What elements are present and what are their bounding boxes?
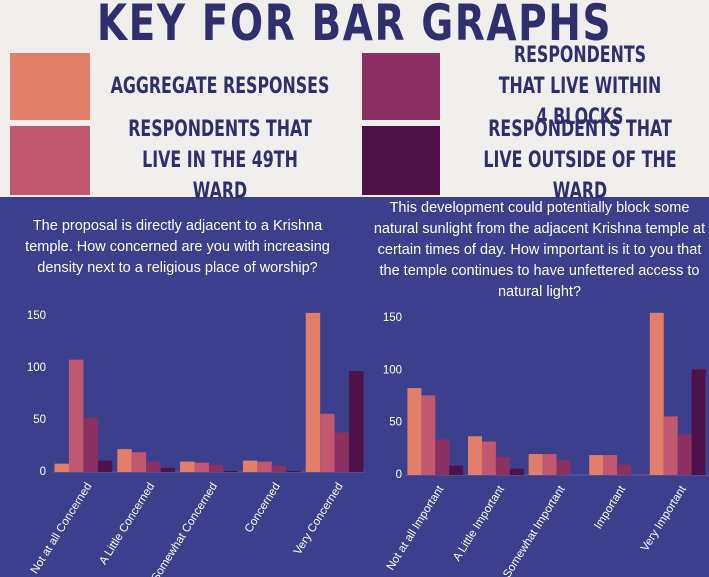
x-tick-label: Somewhat Concerned (150, 481, 220, 577)
chart-title: This development could potentially block… (373, 200, 706, 300)
x-tick-label: A Little Important (451, 483, 507, 563)
bar (320, 413, 335, 472)
bar (334, 432, 350, 472)
key-swatch (10, 126, 90, 195)
bar (663, 416, 678, 475)
bar (209, 464, 224, 472)
x-tick-label: Somewhat Important (501, 483, 568, 577)
bar (435, 439, 450, 475)
bar (449, 465, 464, 475)
bar (68, 359, 84, 472)
bar (117, 449, 132, 472)
bar (677, 434, 692, 475)
bar (691, 369, 706, 475)
bar (242, 460, 258, 472)
bar (528, 454, 543, 475)
x-tick-label: Not at all Concerned (29, 481, 95, 576)
y-tick-label: 150 (383, 312, 402, 324)
bar (271, 465, 287, 472)
x-tick-label: Very Important (639, 483, 689, 553)
bar (481, 441, 496, 475)
bar (589, 455, 604, 475)
bar (617, 464, 632, 475)
x-tick-label: Concerned (243, 481, 283, 535)
bar (194, 462, 209, 472)
x-tick-label: Important (592, 483, 628, 531)
bar (509, 468, 524, 475)
bar (495, 457, 510, 475)
bar (180, 461, 195, 472)
bar (257, 461, 272, 472)
bar (223, 470, 238, 472)
bar (286, 470, 301, 472)
bar (83, 417, 98, 472)
bar (542, 454, 557, 475)
x-tick-label: Very Concerned (292, 481, 346, 557)
bar (603, 455, 618, 475)
key-title: KEY FOR BAR GRAPHS (96, 0, 613, 52)
bar (160, 467, 176, 472)
bar (421, 395, 436, 475)
key-label: AGGREGATE RESPONSES (110, 74, 330, 99)
y-tick-label: 50 (33, 414, 46, 426)
key-swatch (362, 53, 440, 120)
bar (468, 436, 482, 475)
x-tick-label: Not at all Important (385, 483, 447, 572)
bar (407, 388, 422, 475)
y-tick-label: 150 (27, 310, 46, 322)
bar (649, 312, 664, 475)
key-swatch (10, 53, 90, 120)
y-tick-label: 0 (396, 469, 402, 481)
key-swatch (362, 126, 440, 195)
y-tick-label: 50 (389, 417, 402, 429)
bar (146, 461, 161, 472)
y-tick-label: 0 (40, 466, 46, 478)
chart-title: The proposal is directly adjacent to a K… (25, 218, 330, 276)
y-tick-label: 100 (383, 364, 402, 376)
bar (349, 371, 364, 472)
bar (97, 460, 113, 472)
x-tick-label: A Little Concerned (97, 481, 157, 567)
bar (54, 463, 69, 472)
y-tick-label: 100 (27, 362, 46, 374)
bar (131, 452, 147, 472)
bar (556, 460, 571, 475)
bar (305, 312, 321, 472)
